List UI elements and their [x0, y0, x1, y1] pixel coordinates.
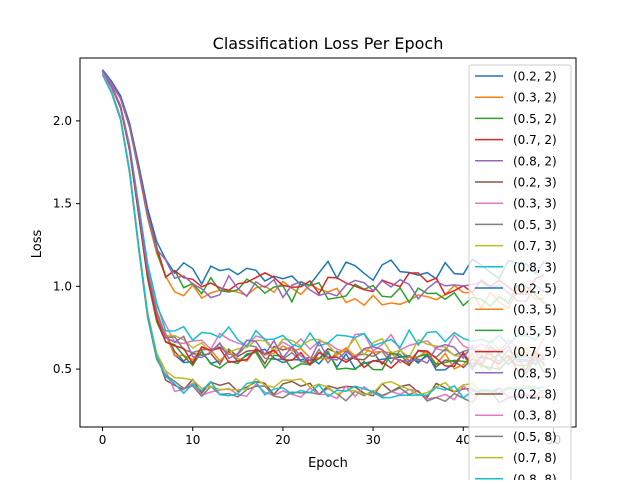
legend-label: (0.7, 2) [513, 133, 557, 147]
x-axis-label: Epoch [308, 456, 348, 471]
legend-label: (0.5, 2) [513, 112, 557, 126]
legend: (0.2, 2) (0.3, 2) (0.5, 2) (0.7, 2) (0.8, 2)… [468, 64, 572, 484]
chart-title: Classification Loss Per Epoch [213, 34, 444, 53]
y-tick-label: 1.0 [53, 279, 72, 293]
y-tick-label: 1.5 [53, 197, 72, 211]
x-tick-label: 40 [456, 433, 471, 447]
legend-label: (0.8, 8) [513, 472, 557, 480]
legend-label: (0.5, 5) [513, 324, 557, 338]
legend-label: (0.8, 3) [513, 260, 557, 274]
y-tick-label: 0.5 [53, 362, 72, 376]
legend-label: (0.8, 2) [513, 154, 557, 168]
legend-label: (0.3, 8) [513, 409, 557, 423]
legend-label: (0.2, 2) [513, 70, 557, 84]
legend-label: (0.7, 8) [513, 451, 557, 465]
legend-label: (0.5, 8) [513, 430, 557, 444]
legend-label: (0.3, 2) [513, 91, 557, 105]
legend-label: (0.5, 3) [513, 218, 557, 232]
legend-label: (0.2, 3) [513, 176, 557, 190]
legend-label: (0.7, 3) [513, 239, 557, 253]
x-tick-label: 20 [275, 433, 290, 447]
legend-label: (0.8, 5) [513, 366, 557, 380]
legend-label: (0.3, 5) [513, 303, 557, 317]
legend-box [468, 64, 572, 484]
x-tick-label: 30 [365, 433, 380, 447]
legend-label: (0.2, 8) [513, 388, 557, 402]
legend-label: (0.3, 3) [513, 197, 557, 211]
legend-label: (0.2, 5) [513, 282, 557, 296]
y-axis-label: Loss [30, 230, 45, 259]
x-tick-label: 10 [185, 433, 200, 447]
y-tick-label: 2.0 [53, 114, 72, 128]
x-tick-label: 0 [99, 433, 107, 447]
axes-frame [79, 57, 577, 428]
legend-label: (0.7, 5) [513, 345, 557, 359]
